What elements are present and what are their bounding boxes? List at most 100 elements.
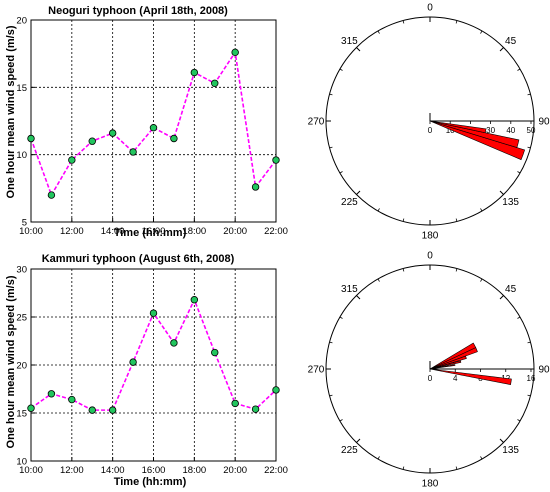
direction-minor-tick <box>329 394 333 397</box>
data-point <box>68 395 76 404</box>
direction-minor-tick <box>339 419 343 422</box>
direction-minor-tick <box>527 394 531 397</box>
y-tick-label: 20 <box>16 16 27 27</box>
direction-minor-tick <box>402 218 405 222</box>
y-tick-label: 15 <box>16 83 27 94</box>
direction-label: 90 <box>538 365 550 376</box>
direction-label: 315 <box>341 284 358 295</box>
direction-label: 225 <box>341 197 358 208</box>
x-tick-label: 18:00 <box>182 465 206 476</box>
direction-minor-tick <box>402 268 405 272</box>
data-point <box>190 68 199 77</box>
direction-minor-tick <box>517 171 521 174</box>
data-point <box>88 406 96 414</box>
chart-title: Kammuri typhoon (August 6th, 2008) <box>42 253 235 265</box>
y-axis-label: One hour mean wind speed (m/s) <box>5 275 17 448</box>
direction-tick <box>356 190 361 195</box>
direction-minor-tick <box>339 171 343 174</box>
rose-bar <box>429 360 462 370</box>
y-tick-label: 5 <box>22 218 27 229</box>
y-tick-label: 30 <box>16 265 27 276</box>
data-point <box>272 156 280 164</box>
direction-minor-tick <box>455 268 458 272</box>
x-tick-label: 20:00 <box>223 465 247 476</box>
chart-title: Neoguri typhoon (April 18th, 2008) <box>48 5 228 17</box>
data-point <box>88 137 96 145</box>
rose-bar <box>429 120 520 148</box>
direction-minor-tick <box>517 419 521 422</box>
data-point <box>231 48 239 57</box>
data-point <box>211 79 219 87</box>
x-tick-label: 14:00 <box>101 226 125 237</box>
direction-label: 180 <box>422 231 439 242</box>
data-point <box>251 405 260 413</box>
direction-minor-tick <box>480 208 483 212</box>
data-point <box>272 386 280 394</box>
direction-minor-tick <box>377 278 380 282</box>
data-point <box>149 124 158 132</box>
direction-minor-tick <box>527 341 531 344</box>
direction-label: 270 <box>308 117 325 128</box>
radial-tick-label: 0 <box>428 126 433 135</box>
x-tick-label: 20:00 <box>223 226 247 237</box>
data-point <box>129 358 137 366</box>
x-tick-label: 16:00 <box>142 465 166 476</box>
direction-tick <box>499 438 504 443</box>
direction-label: 180 <box>422 479 439 490</box>
rose-bar <box>429 120 487 134</box>
rose-bar <box>429 368 512 386</box>
direction-minor-tick <box>377 30 380 34</box>
direction-tick <box>356 438 361 443</box>
direction-minor-tick <box>517 316 521 319</box>
direction-minor-tick <box>329 93 333 96</box>
direction-minor-tick <box>480 278 483 282</box>
x-axis-label: Time (hh:mm) <box>114 476 187 488</box>
x-tick-label: 18:00 <box>182 226 206 237</box>
direction-tick <box>356 295 361 300</box>
x-tick-label: 22:00 <box>264 465 288 476</box>
direction-tick <box>356 47 361 52</box>
direction-tick <box>499 47 504 52</box>
direction-minor-tick <box>527 146 531 149</box>
direction-minor-tick <box>339 68 343 71</box>
rose-bar <box>429 355 467 370</box>
x-tick-label: 12:00 <box>60 465 84 476</box>
direction-minor-tick <box>480 456 483 460</box>
rose-bar <box>429 364 456 370</box>
direction-label: 45 <box>505 36 517 47</box>
data-point <box>251 183 260 191</box>
direction-label: 90 <box>538 117 550 128</box>
rose-bar <box>429 120 526 161</box>
direction-label: 0 <box>427 251 433 262</box>
direction-minor-tick <box>339 316 343 319</box>
direction-minor-tick <box>402 20 405 24</box>
direction-minor-tick <box>377 208 380 212</box>
data-point <box>231 399 239 408</box>
radial-tick-label: 16 <box>527 374 536 383</box>
x-tick-label: 10:00 <box>19 465 43 476</box>
direction-label: 135 <box>502 197 519 208</box>
y-tick-label: 15 <box>16 409 27 420</box>
rose-bar <box>429 347 478 370</box>
data-point <box>211 348 219 357</box>
radial-tick-label: 0 <box>428 374 433 383</box>
neoguri-line-chart: Neoguri typhoon (April 18th, 2008) One h… <box>5 5 288 239</box>
direction-minor-tick <box>329 146 333 149</box>
data-point <box>27 404 35 412</box>
direction-minor-tick <box>455 20 458 24</box>
direction-tick <box>499 190 504 195</box>
data-point <box>170 134 178 143</box>
direction-label: 270 <box>308 365 325 376</box>
direction-minor-tick <box>377 456 380 460</box>
direction-minor-tick <box>329 341 333 344</box>
data-point <box>190 296 199 304</box>
direction-minor-tick <box>455 466 458 470</box>
x-tick-label: 22:00 <box>264 226 288 237</box>
radial-tick-label: 40 <box>506 126 515 135</box>
direction-label: 0 <box>427 3 433 14</box>
data-point <box>47 191 56 199</box>
radial-tick-label: 30 <box>486 126 495 135</box>
direction-minor-tick <box>402 466 405 470</box>
data-point <box>108 406 117 414</box>
